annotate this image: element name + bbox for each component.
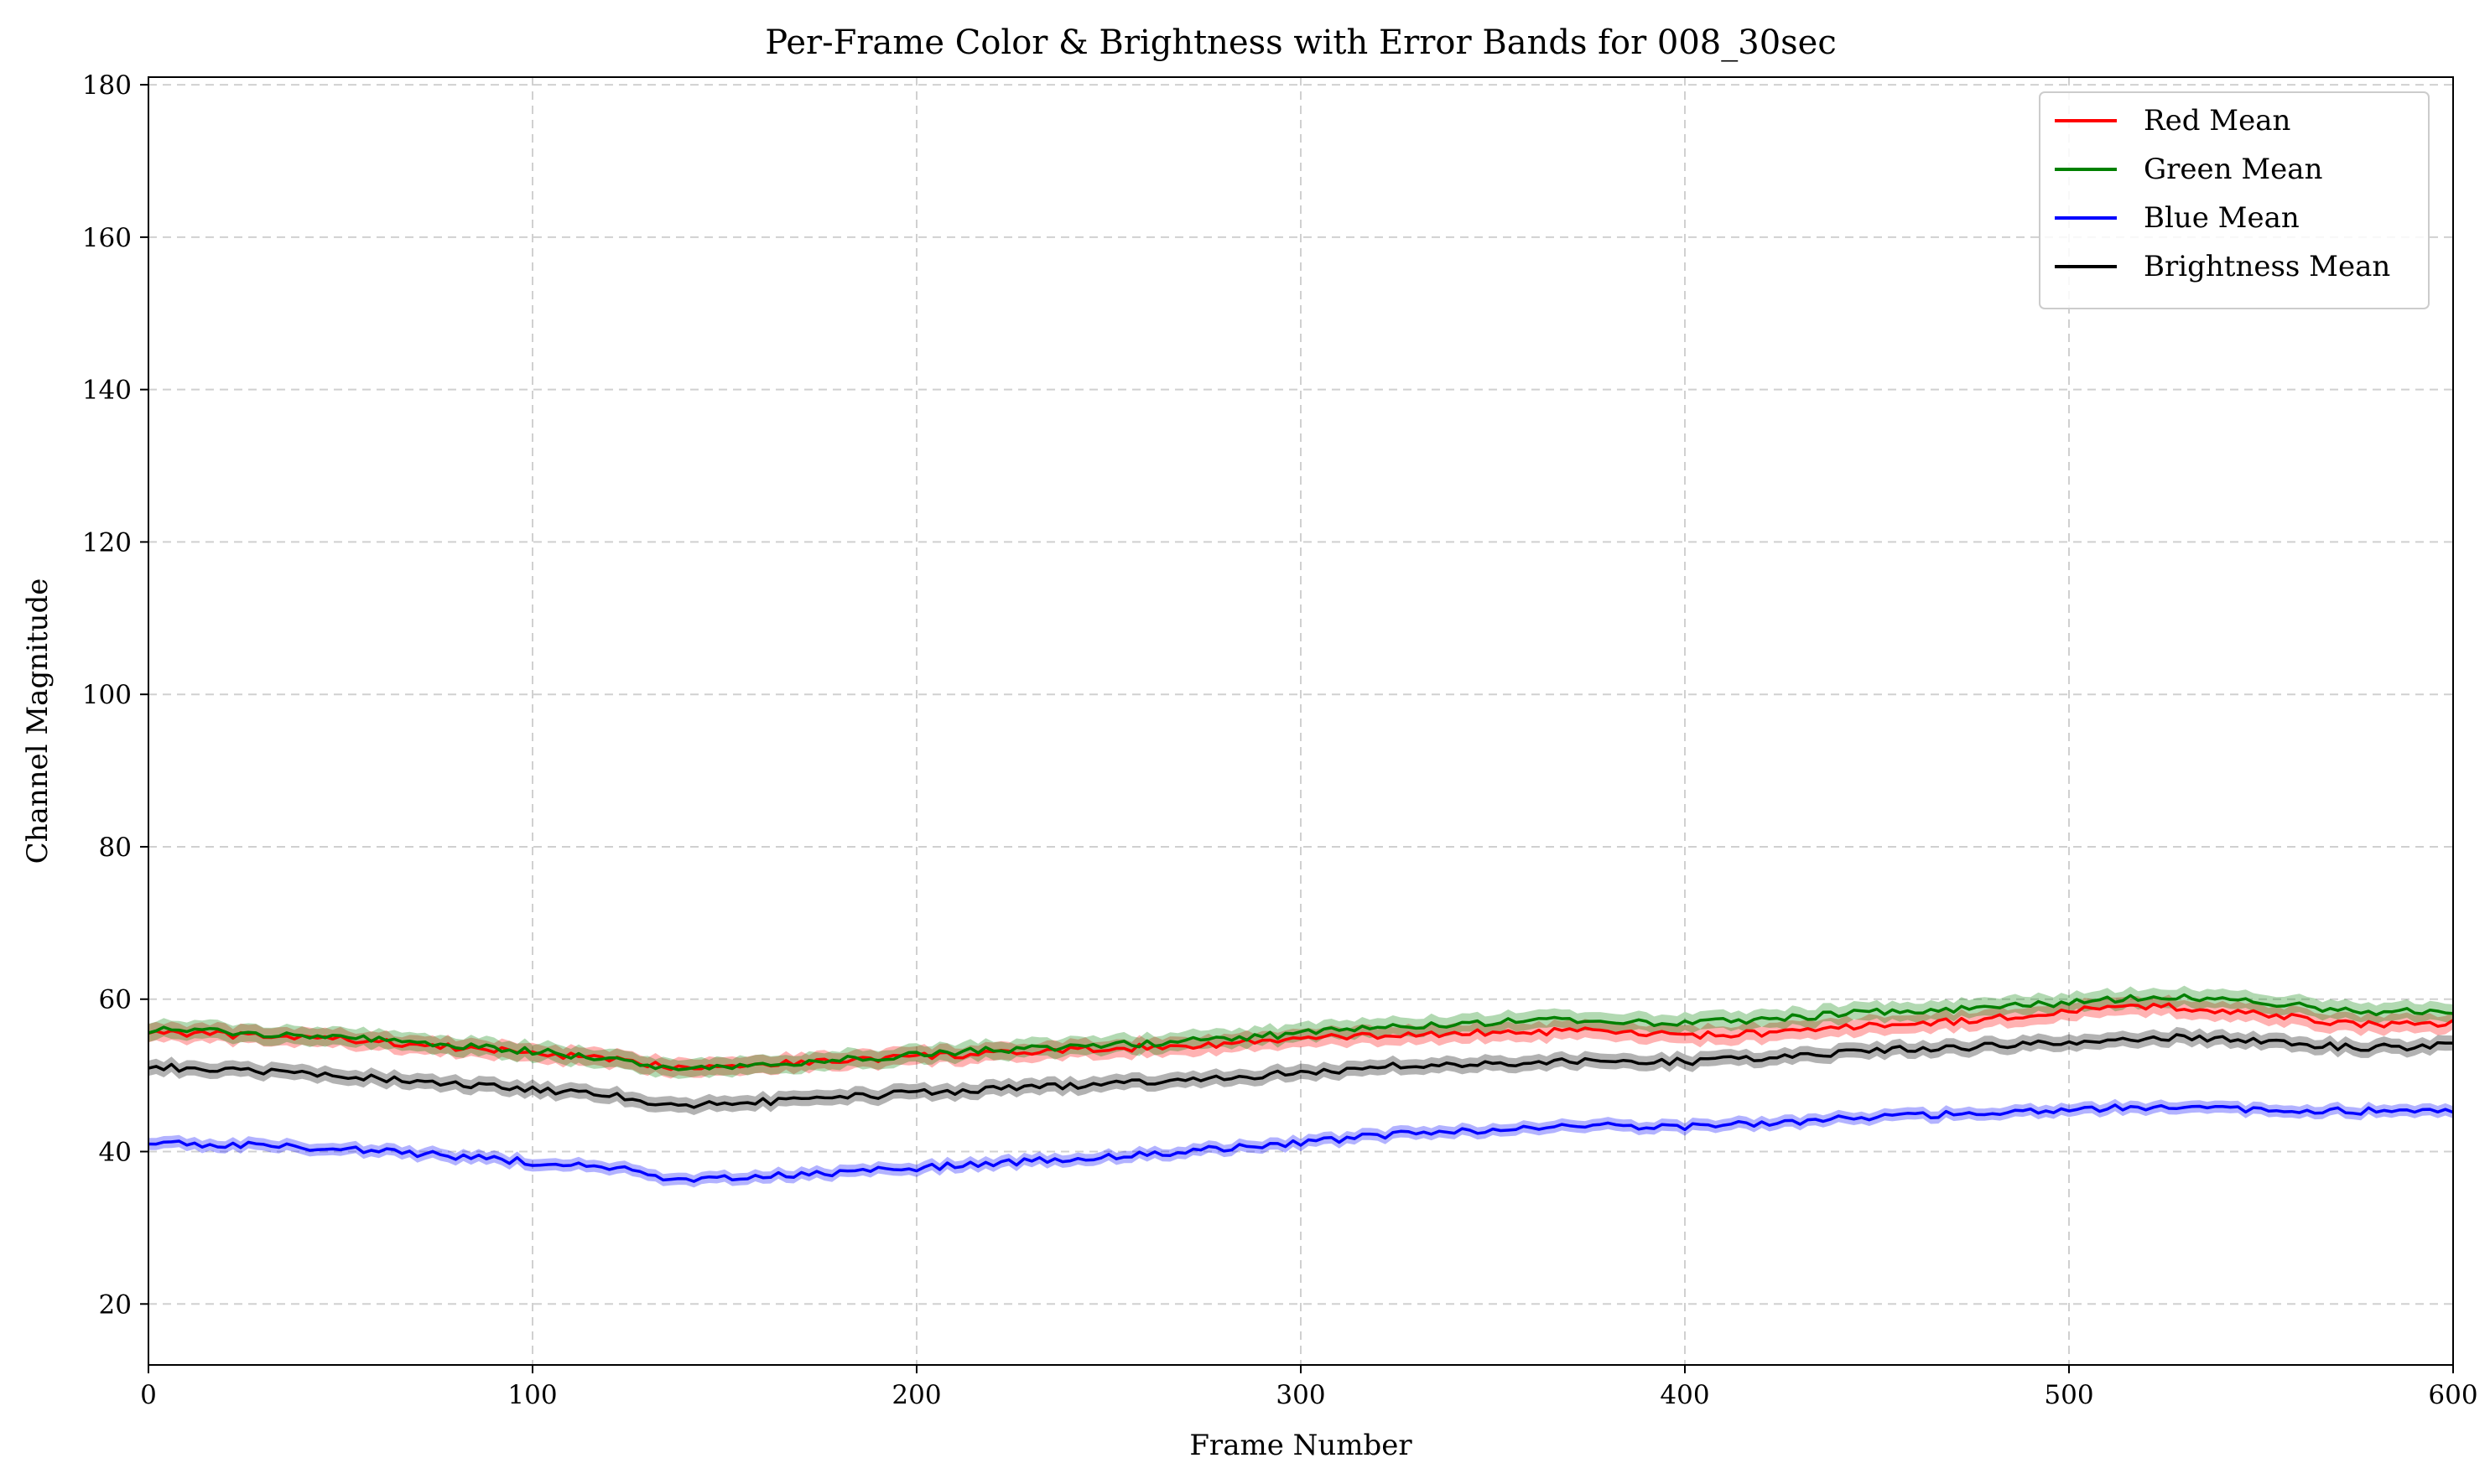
y-tick-label: 160 (82, 223, 132, 253)
x-axis-label: Frame Number (1189, 1429, 1412, 1462)
y-tick-label: 120 (82, 527, 132, 558)
x-tick-label: 400 (1660, 1380, 1709, 1410)
y-tick-label: 140 (82, 376, 132, 406)
y-axis-label: Channel Magnitude (21, 579, 55, 864)
legend-label-blue-mean: Blue Mean (2144, 201, 2300, 235)
y-tick-label: 180 (82, 70, 132, 101)
x-tick-label: 0 (140, 1380, 157, 1410)
y-tick-label: 100 (82, 680, 132, 710)
error-band-blue-mean (148, 1098, 2453, 1188)
legend-label-brightness-mean: Brightness Mean (2144, 250, 2390, 283)
x-tick-label: 100 (507, 1380, 557, 1410)
y-tick-label: 80 (99, 833, 132, 863)
legend-label-green-mean: Green Mean (2144, 153, 2322, 186)
series-lines (148, 993, 2454, 1183)
ticks: 0 100 200 300 400 500 600 20 40 60 80 100 120 140 160 1… (82, 70, 2478, 1410)
series-line-brightness-mean (148, 1033, 2453, 1109)
x-tick-label: 300 (1276, 1380, 1325, 1410)
x-tick-label: 500 (2044, 1380, 2093, 1410)
series-line-red-mean (148, 1002, 2454, 1071)
legend-label-red-mean: Red Mean (2144, 104, 2290, 138)
y-tick-label: 60 (99, 985, 132, 1015)
legend: Red Mean Green Mean Blue Mean Brightness Me… (2039, 91, 2430, 309)
y-tick-label: 20 (99, 1289, 132, 1320)
error-band-red-mean (148, 994, 2453, 1079)
x-tick-label: 200 (892, 1380, 941, 1410)
chart-title: Per-Frame Color & Brightness with Error … (765, 23, 1837, 62)
x-tick-label: 600 (2428, 1380, 2477, 1410)
series-line-blue-mean (148, 1103, 2454, 1183)
legend-items: Red Mean Green Mean Blue Mean Brightness Me… (2055, 104, 2390, 283)
series-line-green-mean (148, 993, 2454, 1071)
y-tick-label: 40 (99, 1138, 132, 1168)
legend-box (2039, 91, 2430, 309)
